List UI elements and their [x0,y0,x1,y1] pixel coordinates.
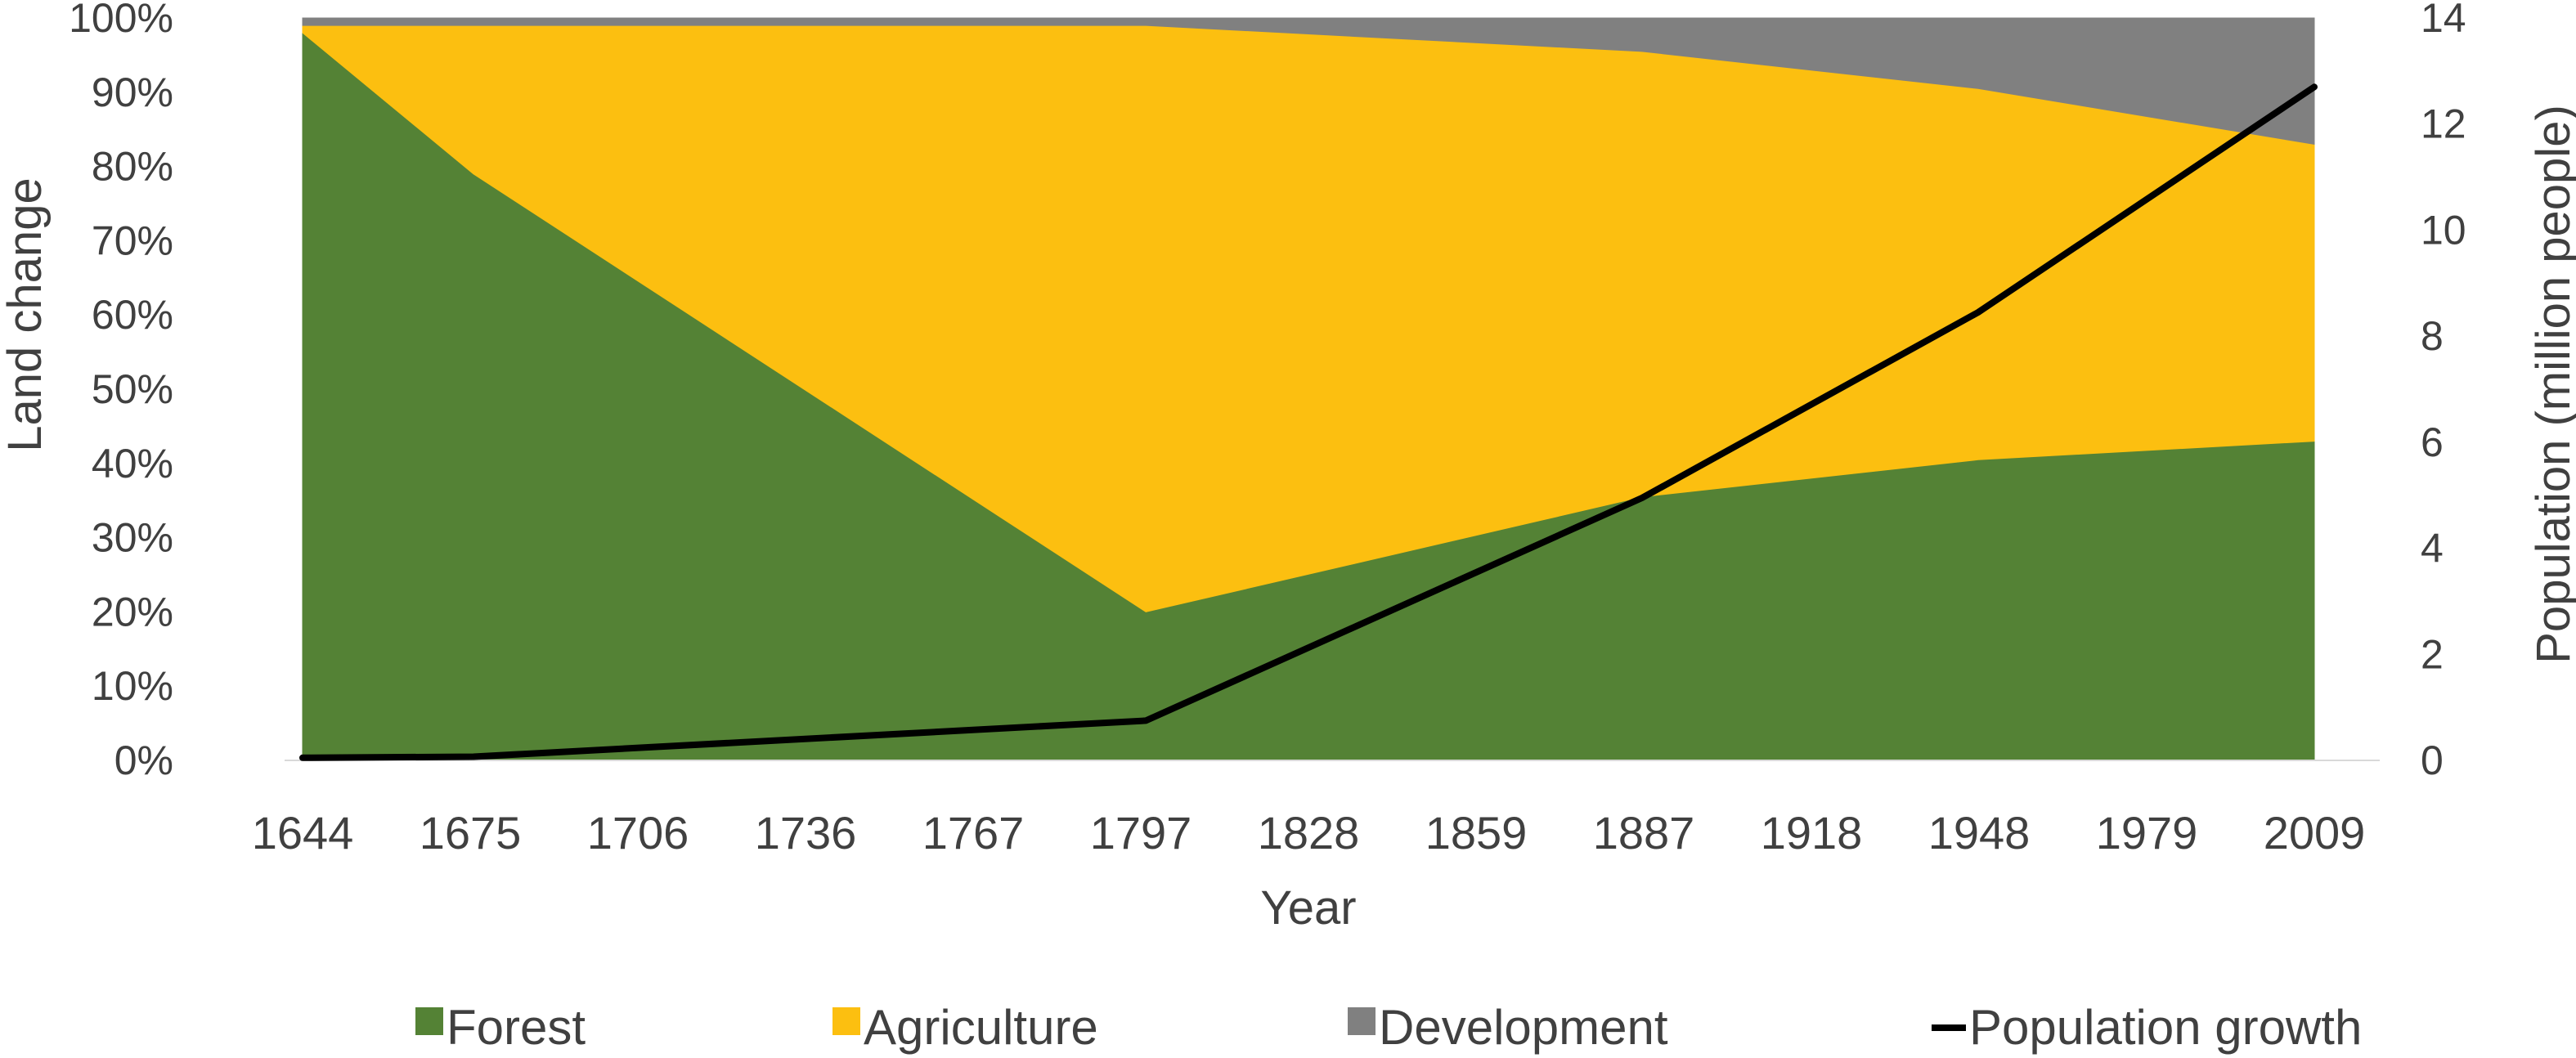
y-axis-title: Land change [0,177,52,451]
y-tick-label: 80% [92,144,173,190]
x-axis-ticks: 1644 1675 1706 1736 1767 1797 1828 1859 1887 1918… [252,807,2366,859]
legend-swatch-development [1348,1007,1376,1035]
x-axis-title: Year [1260,881,1356,935]
x-tick-label: 1644 [252,807,354,859]
legend-label-agriculture: Agriculture [864,1000,1098,1055]
x-tick-label: 1706 [587,807,689,859]
y-tick-label: 20% [92,589,173,634]
x-tick-label: 1887 [1593,807,1695,859]
legend-label-development: Development [1379,1000,1668,1055]
y-tick-label: 90% [92,69,173,115]
y-tick-label: 40% [92,441,173,486]
y-tick-label: 10% [92,663,173,709]
y-tick-label: 0% [114,737,173,783]
y2-axis-title: Population (million people) [2527,105,2576,664]
y-tick-label: 100% [69,0,173,41]
legend-swatch-forest [415,1007,443,1035]
y-axis-ticks: 0% 10% 20% 30% 40% 50% 60% 70% 80% 90% 100% [69,0,173,783]
legend-label-forest: Forest [447,1000,586,1055]
development-area [302,17,2315,145]
legend: Forest Agriculture Development Populatio… [415,1000,2362,1055]
x-tick-label: 1859 [1425,807,1528,859]
x-tick-label: 1736 [755,807,857,859]
legend-swatch-agriculture [832,1007,860,1035]
y2-tick-label: 6 [2421,419,2444,465]
x-tick-label: 2009 [2264,807,2366,859]
y2-tick-label: 14 [2421,0,2466,41]
population-line-group [299,83,2318,761]
x-tick-label: 1767 [922,807,1025,859]
y2-tick-label: 10 [2421,207,2466,253]
y-tick-label: 50% [92,366,173,412]
plot-areas [302,17,2315,761]
x-tick-label: 1797 [1090,807,1192,859]
y2-axis-ticks: 0 2 4 6 8 10 12 14 [2421,0,2466,783]
legend-label-population: Population growth [1969,1000,2362,1055]
y-tick-label: 60% [92,292,173,338]
x-tick-label: 1675 [420,807,522,859]
x-tick-label: 1948 [1928,807,2031,859]
y2-tick-label: 0 [2421,737,2444,783]
x-tick-label: 1918 [1761,807,1863,859]
y-tick-label: 30% [92,515,173,561]
y-tick-label: 70% [92,217,173,263]
y2-tick-label: 2 [2421,631,2444,677]
population-line [299,83,2318,761]
y2-tick-label: 4 [2421,526,2444,572]
x-tick-label: 1979 [2096,807,2198,859]
x-tick-label: 1828 [1258,807,1360,859]
y2-tick-label: 8 [2421,313,2444,359]
y2-tick-label: 12 [2421,101,2466,147]
